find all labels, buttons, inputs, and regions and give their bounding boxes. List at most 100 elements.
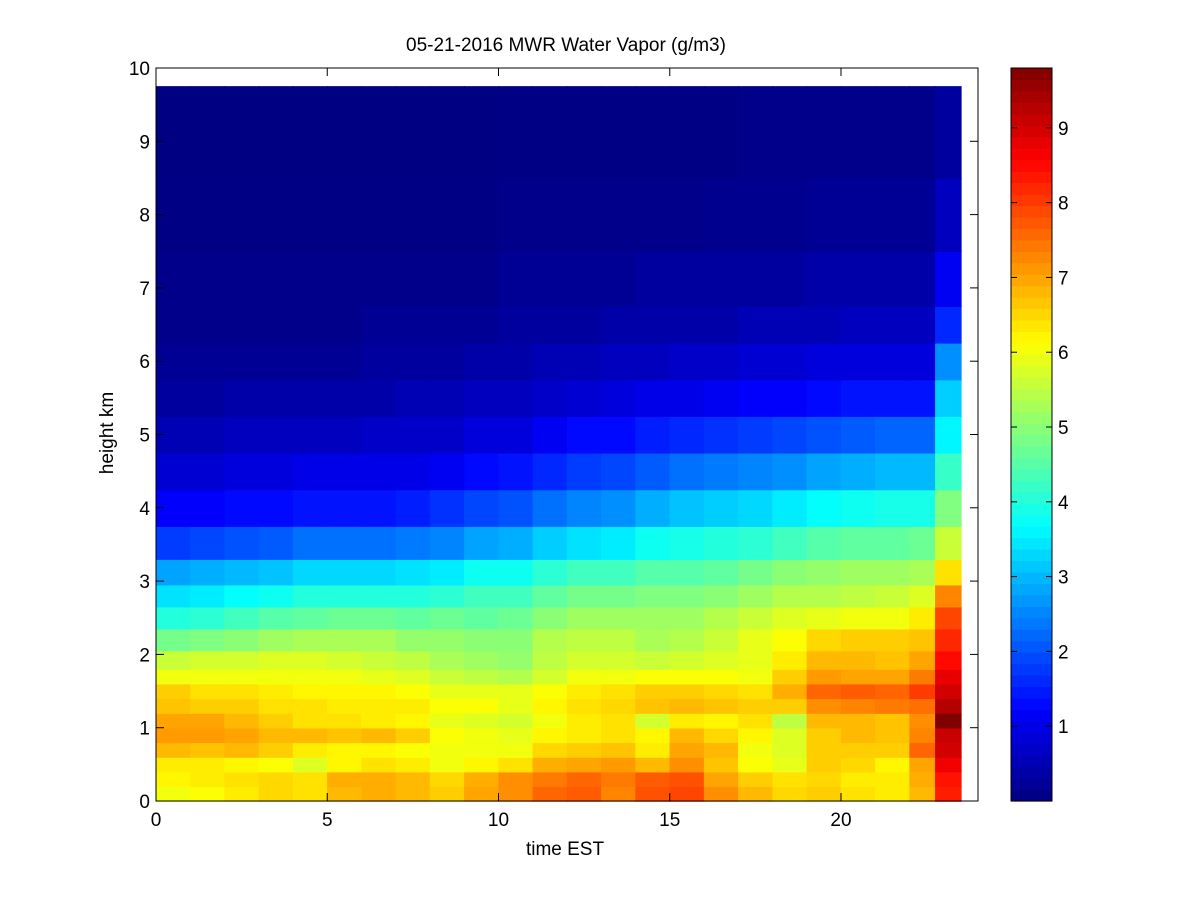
heatmap-cell: [429, 251, 465, 307]
heatmap-cell: [738, 668, 774, 685]
colorbar-strip: [1011, 193, 1052, 207]
heatmap-cell: [635, 698, 671, 714]
colorbar-strip: [1011, 171, 1052, 184]
heatmap-cell: [840, 668, 876, 685]
heatmap-cell: [935, 379, 962, 417]
x-tick-label: 20: [830, 810, 851, 831]
heatmap-cell: [361, 606, 397, 630]
heatmap-cell: [703, 379, 739, 417]
heatmap-cell: [395, 756, 431, 773]
colorbar-gradient: [1011, 68, 1052, 802]
heatmap-cell: [532, 86, 568, 179]
colorbar-strip: [1011, 778, 1052, 791]
heatmap-cell: [566, 712, 602, 729]
heatmap-cell: [772, 251, 808, 307]
colorbar-tick-label: 4: [1058, 493, 1069, 514]
heatmap-cell: [703, 727, 739, 744]
heatmap-cell: [258, 416, 294, 454]
heatmap-cell: [327, 379, 363, 417]
heatmap-cell: [258, 177, 294, 252]
y-tick-label: 9: [139, 132, 150, 153]
colorbar-strip: [1011, 457, 1052, 470]
heatmap-cell: [190, 698, 226, 714]
heatmap-cell: [532, 416, 568, 454]
heatmap-cell: [772, 683, 808, 700]
heatmap-cell: [772, 489, 808, 527]
heatmap-cell: [224, 771, 260, 788]
heatmap-cell: [395, 251, 431, 307]
heatmap-cell: [935, 606, 962, 630]
colorbar-strip: [1011, 274, 1052, 287]
colorbar-strip: [1011, 102, 1052, 115]
heatmap-cell: [190, 177, 226, 252]
heatmap-cell: [875, 698, 911, 714]
y-tick-label: 5: [139, 426, 150, 447]
colorbar-strip: [1011, 594, 1052, 607]
heatmap-cell: [395, 698, 431, 714]
heatmap-cell: [669, 742, 705, 758]
heatmap-cell: [806, 727, 842, 744]
y-tick-label: 6: [139, 352, 150, 373]
heatmap-cell: [190, 668, 226, 685]
colorbar-strip: [1011, 789, 1052, 802]
heatmap-cell: [155, 584, 191, 608]
colorbar-strip: [1011, 182, 1052, 195]
heatmap-cell: [429, 489, 465, 527]
heatmap-cell: [361, 756, 397, 773]
heatmap-cell: [464, 86, 500, 179]
colorbar-strip: [1011, 709, 1052, 722]
heatmap-cell: [909, 584, 936, 608]
heatmap-cell: [532, 712, 568, 729]
heatmap-cell: [361, 379, 397, 417]
heatmap-cell: [703, 668, 739, 685]
heatmap-cell: [498, 177, 534, 252]
colorbar-strip: [1011, 652, 1052, 665]
colorbar-strip: [1011, 400, 1052, 413]
heatmap-cell: [669, 251, 705, 307]
heatmap-cell: [190, 771, 226, 788]
heatmap-cell: [292, 698, 328, 714]
heatmap-cell: [429, 606, 465, 630]
heatmap-cell: [772, 306, 808, 344]
heatmap-cell: [703, 650, 739, 670]
heatmap-cell: [532, 628, 568, 652]
heatmap-cell: [155, 712, 191, 729]
heatmap-cell: [601, 683, 637, 700]
heatmap-cell: [327, 683, 363, 700]
heatmap-cell: [258, 668, 294, 685]
heatmap-cell: [669, 727, 705, 744]
heatmap-cell: [429, 584, 465, 608]
colorbar-strip: [1011, 365, 1052, 378]
heatmap-cell: [566, 742, 602, 758]
heatmap-cell: [772, 379, 808, 417]
heatmap-cell: [429, 416, 465, 454]
colorbar-strip: [1011, 434, 1052, 447]
heatmap-cell: [566, 698, 602, 714]
heatmap-cell: [840, 606, 876, 630]
heatmap-cell: [909, 452, 936, 491]
heatmap-cell: [806, 628, 842, 652]
heatmap-cell: [935, 452, 962, 491]
colorbar-strip: [1011, 743, 1052, 756]
heatmap-cell: [635, 771, 671, 788]
heatmap-cell: [190, 628, 226, 652]
heatmap-cell: [875, 584, 911, 608]
heatmap-cell: [840, 698, 876, 714]
heatmap-cell: [669, 416, 705, 454]
heatmap-cell: [532, 251, 568, 307]
heatmap-cell: [669, 452, 705, 491]
heatmap-cell: [909, 712, 936, 729]
heatmap-cell: [875, 525, 911, 560]
heatmap-cell: [935, 584, 962, 608]
heatmap-cell: [669, 558, 705, 586]
heatmap-cell: [909, 668, 936, 685]
heatmap-cell: [190, 683, 226, 700]
heatmap-cell: [772, 712, 808, 729]
heatmap-cell: [738, 416, 774, 454]
heatmap-cell: [840, 683, 876, 700]
colorbar-strip: [1011, 732, 1052, 745]
heatmap-cell: [703, 177, 739, 252]
heatmap-cell: [806, 86, 842, 179]
heatmap-cell: [703, 584, 739, 608]
heatmap-cell: [772, 525, 808, 560]
